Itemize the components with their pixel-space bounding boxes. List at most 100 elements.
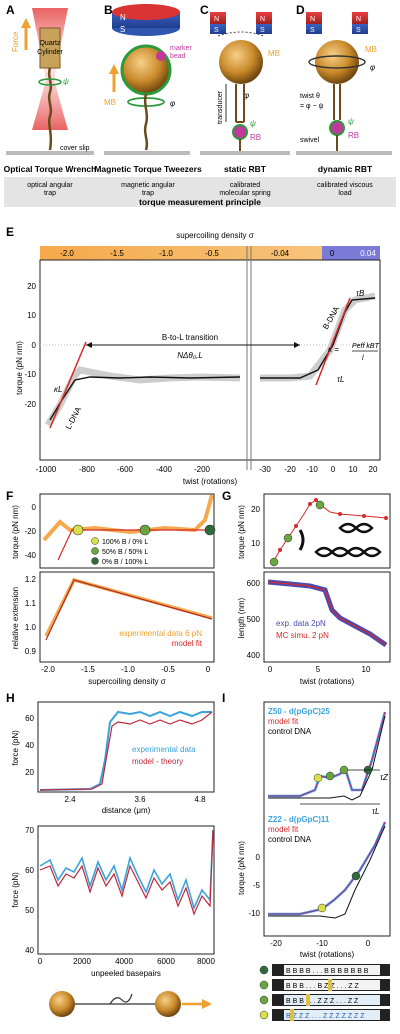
force-arrowhead <box>21 18 31 28</box>
model-label-2: model fit <box>268 825 299 834</box>
panel-f-letter: F <box>6 489 13 503</box>
y-label-f1: torque (pN nm) <box>11 505 20 559</box>
c-sub-1: calibrated <box>230 182 260 189</box>
twist-label-1: twist θ <box>300 93 320 100</box>
legend-item: 50% B / 50% L <box>102 549 148 556</box>
y-tick: 50 <box>25 906 34 915</box>
x-tick: -0.5 <box>161 665 175 674</box>
x-tick: 10 <box>349 465 358 474</box>
plot-frame-e <box>39 259 381 461</box>
mc-legend-g: MC simu. 2 pN <box>276 631 329 640</box>
torque-point-g <box>294 524 298 528</box>
seq-row: B B B . . . B Z Z . . . Z Z <box>286 983 359 990</box>
y-tick: 10 <box>27 311 36 320</box>
y-tick: 0 <box>32 503 37 512</box>
y-ticks-e: 20 10 0 -10 -20 <box>24 282 36 409</box>
y-tick: -10 <box>248 909 260 918</box>
frame-h-bottom <box>37 825 215 955</box>
plectoneme-icon-3 <box>314 546 382 558</box>
magnet-d-left-n <box>306 12 322 24</box>
ring-magnet-red <box>112 4 180 20</box>
panel-d: D N N S S MB φ twist θ = φ − ψ ψ RB swiv… <box>296 3 392 174</box>
exp-legend-g: exp. data 2pN <box>276 619 326 628</box>
x-label-g: twist (rotations) <box>300 677 355 686</box>
panel-f: F torque (pN nm) 0 -20 -40 100% B / 0% L… <box>6 489 216 686</box>
magnetic-bead-d <box>315 40 359 84</box>
torque-point-g <box>314 498 318 502</box>
x-tick: 8000 <box>197 957 215 966</box>
quartz-cylinder <box>39 27 61 69</box>
state-dot-i <box>313 773 323 783</box>
bead-right <box>155 991 181 1017</box>
rotation-arrow <box>38 78 62 86</box>
y-tick: 0 <box>256 853 261 862</box>
rb-label-c: RB <box>250 133 261 142</box>
model-z22 <box>268 821 386 915</box>
raw-data-right <box>260 292 376 382</box>
legend-item: 0% B / 100% L <box>102 559 148 566</box>
seq-row: B B B . . . Z Z Z . . . Z Z <box>286 998 359 1005</box>
model-legend-h: model - theory <box>132 757 183 766</box>
psi-label: ψ <box>63 77 69 86</box>
dna-tether <box>47 67 53 151</box>
y-label-f2: relative extension <box>11 587 20 649</box>
smoothed-right <box>260 297 376 379</box>
marker-label-2: bead <box>170 53 186 60</box>
fit-b-dna <box>315 297 351 386</box>
swivel-label: swivel <box>300 137 320 144</box>
mb-label-d: MB <box>365 45 377 54</box>
exp-torque-f <box>42 494 214 542</box>
magnetic-bead-c <box>219 40 263 84</box>
cover-slip-label: cover slip <box>60 145 90 152</box>
x-tick: -400 <box>156 465 173 474</box>
marker-mid <box>139 524 151 536</box>
torque-point-g <box>278 548 282 552</box>
principle-background <box>4 177 396 207</box>
model-unzip-h <box>39 829 214 916</box>
exp-unzip-h <box>39 829 214 911</box>
tau-l-label-i: τL <box>372 807 379 816</box>
y-label-h1: force (pN) <box>11 730 20 766</box>
a-sub-1: optical angular <box>27 182 73 189</box>
x-tick: 5 <box>316 665 321 674</box>
force-arrowhead-b <box>109 64 119 74</box>
x-tick: -20 <box>270 939 282 948</box>
panel-h: H force (pN) 60 40 20 experimental data … <box>6 691 215 1024</box>
panel-i-letter: I <box>222 691 225 705</box>
c-sub-2: molecular spring <box>219 190 270 197</box>
a-sub-2: trap <box>44 190 56 197</box>
top-tick: -0.5 <box>205 249 219 258</box>
state-dot-i2 <box>351 871 361 881</box>
model-label-1: model fit <box>268 717 299 726</box>
magnet-c-right-s <box>256 24 272 34</box>
junction-marker <box>306 994 310 1006</box>
panel-g-letter: G <box>222 489 231 503</box>
state-dot-i2 <box>317 903 327 913</box>
sequence-legend: B B B B . . . B B B B B B B B B B . . . … <box>259 964 390 1021</box>
exp-force-h <box>39 710 212 791</box>
marker-light <box>72 524 84 536</box>
force-label: Force <box>11 31 20 52</box>
x-ticks-e: -1000 -800 -600 -400 -200 -30 -20 -10 0 … <box>36 465 378 474</box>
panel-a-title: Optical Torque Wrench <box>4 164 97 174</box>
magnet-d-right-s <box>352 24 368 34</box>
y-tick: 1.0 <box>25 623 37 632</box>
model-force-h <box>39 711 213 791</box>
dna-tether-b <box>143 93 149 151</box>
magnet-d-n: N <box>310 16 315 23</box>
x-tick: -2.0 <box>41 665 55 674</box>
y-tick: -10 <box>24 370 36 379</box>
plectoneme-icon-2 <box>338 522 374 534</box>
kappa-label: κ = <box>328 345 339 354</box>
x-tick: -600 <box>117 465 134 474</box>
phi-label-c: φ <box>244 91 249 100</box>
y-tick: 0 <box>32 341 37 350</box>
torque-point-g <box>362 514 366 518</box>
panel-i: I Z50 - d(pGpC)25 model fit control DNA … <box>222 691 391 1021</box>
panel-h-letter: H <box>6 691 15 705</box>
x-tick: -10 <box>316 939 328 948</box>
seq-row: B Z Z Z . . . Z Z Z Z Z Z Z <box>286 1013 365 1020</box>
b-sub-1: magnetic angular <box>121 182 175 189</box>
seq-dot-mid2 <box>259 995 269 1005</box>
torque-point-g <box>384 516 388 520</box>
